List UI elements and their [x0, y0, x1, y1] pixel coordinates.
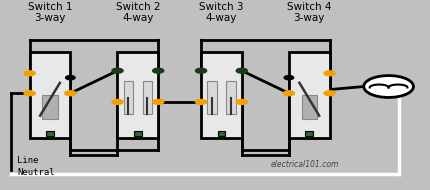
Circle shape: [196, 100, 207, 104]
Text: electrical101.com: electrical101.com: [271, 160, 339, 169]
Circle shape: [196, 68, 207, 73]
Circle shape: [364, 76, 414, 97]
Circle shape: [24, 91, 35, 96]
Circle shape: [283, 91, 295, 96]
FancyBboxPatch shape: [42, 95, 58, 119]
Circle shape: [153, 100, 164, 104]
Circle shape: [112, 100, 123, 104]
FancyBboxPatch shape: [301, 95, 317, 119]
Bar: [134, 131, 142, 135]
Text: Neutral: Neutral: [17, 168, 55, 177]
Text: Line: Line: [17, 156, 38, 165]
Circle shape: [24, 71, 35, 76]
Circle shape: [153, 68, 164, 73]
Text: Switch 4
3-way: Switch 4 3-way: [287, 2, 332, 23]
Circle shape: [236, 100, 247, 104]
Circle shape: [324, 71, 335, 76]
Bar: [218, 131, 225, 135]
Circle shape: [324, 91, 335, 96]
FancyBboxPatch shape: [117, 52, 158, 138]
Circle shape: [236, 68, 247, 73]
FancyBboxPatch shape: [30, 52, 71, 138]
FancyBboxPatch shape: [143, 81, 152, 114]
FancyBboxPatch shape: [289, 52, 330, 138]
Text: Switch 1
3-way: Switch 1 3-way: [28, 2, 72, 23]
Bar: [305, 131, 313, 135]
FancyBboxPatch shape: [226, 81, 236, 114]
Circle shape: [66, 76, 75, 80]
Bar: [46, 131, 54, 135]
FancyBboxPatch shape: [124, 81, 133, 114]
Text: Switch 3
4-way: Switch 3 4-way: [199, 2, 244, 23]
Circle shape: [284, 76, 294, 80]
Text: Switch 2
4-way: Switch 2 4-way: [116, 2, 160, 23]
FancyBboxPatch shape: [201, 52, 242, 138]
Circle shape: [65, 91, 76, 96]
FancyBboxPatch shape: [207, 81, 217, 114]
Circle shape: [112, 68, 123, 73]
